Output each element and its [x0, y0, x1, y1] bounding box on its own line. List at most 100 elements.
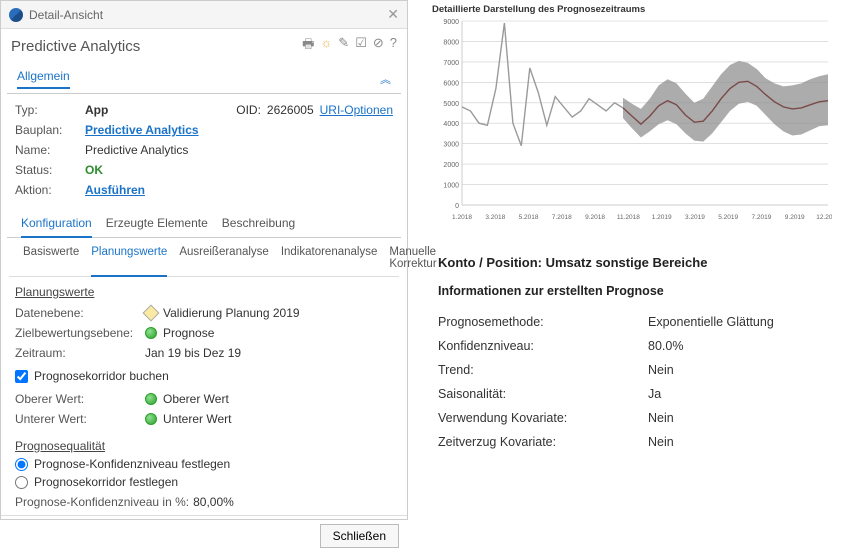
- name-label: Name:: [15, 143, 85, 157]
- main-tabs: Konfiguration Erzeugte Elemente Beschreibu…: [7, 210, 401, 238]
- svg-text:5000: 5000: [443, 101, 459, 108]
- prognosequalitaet-title: Prognosequalität: [1, 431, 407, 455]
- oberer-label: Oberer Wert:: [15, 392, 145, 406]
- svg-text:7.2018: 7.2018: [552, 214, 572, 221]
- pk-value: 80,00%: [193, 495, 234, 509]
- status-value: OK: [85, 163, 103, 177]
- svg-text:8000: 8000: [443, 39, 459, 46]
- oid-label: OID:: [236, 103, 261, 117]
- svg-text:7000: 7000: [443, 60, 459, 67]
- info-label: Zeitverzug Kovariate:: [438, 435, 648, 449]
- radio-prognosekorridor-label[interactable]: Prognosekorridor festlegen: [34, 475, 178, 489]
- info-row: Konfidenzniveau:80.0%: [438, 334, 837, 358]
- info-label: Prognosemethode:: [438, 315, 648, 329]
- cancel-icon[interactable]: ⊘: [373, 35, 384, 57]
- radio-konfidenzniveau[interactable]: [15, 458, 28, 471]
- info-row: Saisonalität:Ja: [438, 382, 837, 406]
- app-logo-icon: [9, 8, 23, 22]
- svg-text:0: 0: [455, 203, 459, 210]
- info-value: 80.0%: [648, 339, 683, 353]
- close-button[interactable]: Schließen: [320, 524, 399, 548]
- subtab-planungswerte[interactable]: Planungswerte: [91, 246, 167, 277]
- subtab-ausreißeranalyse[interactable]: Ausreißeranalyse: [179, 246, 268, 276]
- edit-icon[interactable]: ✎: [338, 35, 349, 57]
- pk-label: Prognose-Konfidenzniveau in %:: [15, 495, 189, 509]
- datenebene-value: Validierung Planung 2019: [163, 306, 300, 320]
- tab-beschreibung[interactable]: Beschreibung: [222, 210, 295, 237]
- datenebene-label: Datenebene:: [15, 306, 145, 320]
- svg-text:9.2019: 9.2019: [785, 214, 805, 221]
- uri-options-link[interactable]: URI-Optionen: [320, 103, 393, 117]
- globe-icon: [145, 327, 157, 339]
- planungswerte-form: Datenebene: Validierung Planung 2019 Zie…: [1, 301, 407, 365]
- name-value: Predictive Analytics: [85, 143, 188, 157]
- svg-text:3.2019: 3.2019: [685, 214, 705, 221]
- svg-text:1.2019: 1.2019: [652, 214, 672, 221]
- chart-title: Detaillierte Darstellung des Prognosezei…: [432, 4, 837, 15]
- ziel-label: Zielbewertungsebene:: [15, 326, 145, 340]
- aktion-value[interactable]: Ausführen: [85, 183, 145, 197]
- zeitraum-value: Jan 19 bis Dez 19: [145, 346, 241, 360]
- info-row: Verwendung Kovariate:Nein: [438, 406, 837, 430]
- prognosekorridor-checkbox[interactable]: [15, 370, 28, 383]
- help-icon[interactable]: ?: [390, 35, 397, 57]
- forecast-info: Konto / Position: Umsatz sonstige Bereic…: [432, 255, 837, 454]
- unterer-label: Unterer Wert:: [15, 412, 145, 426]
- sub-tabs: Basiswerte Planungswerte Ausreißeranalyse I…: [9, 238, 399, 277]
- close-icon[interactable]: ✕: [387, 6, 399, 23]
- radio-konfidenzniveau-label[interactable]: Prognose-Konfidenzniveau festlegen: [34, 457, 230, 471]
- subtab-basiswerte[interactable]: Basiswerte: [23, 246, 79, 276]
- radio-prognosekorridor[interactable]: [15, 476, 28, 489]
- status-label: Status:: [15, 163, 85, 177]
- info-value: Exponentielle Glättung: [648, 315, 774, 329]
- info-label: Konfidenzniveau:: [438, 339, 648, 353]
- svg-text:9.2018: 9.2018: [585, 214, 605, 221]
- info-row: Trend:Nein: [438, 358, 837, 382]
- globe-icon: [145, 393, 157, 405]
- oid-value: 2626005: [267, 103, 314, 117]
- tab-konfiguration[interactable]: Konfiguration: [21, 210, 92, 238]
- info-title: Konto / Position: Umsatz sonstige Bereic…: [438, 255, 837, 270]
- titlebar: Detail-Ansicht ✕: [1, 1, 407, 29]
- zeitraum-label: Zeitraum:: [15, 346, 145, 360]
- info-value: Nein: [648, 363, 674, 377]
- svg-text:4000: 4000: [443, 121, 459, 128]
- info-value: Nein: [648, 435, 674, 449]
- detail-view-panel: Detail-Ansicht ✕ Predictive Analytics 🖶 …: [0, 0, 408, 520]
- subtab-indikatorenanalyse[interactable]: Indikatorenanalyse: [281, 246, 378, 276]
- info-label: Saisonalität:: [438, 387, 648, 401]
- globe-icon: [145, 413, 157, 425]
- info-label: Trend:: [438, 363, 648, 377]
- info-subheading: Informationen zur erstellten Prognose: [438, 284, 837, 298]
- svg-text:1.2018: 1.2018: [452, 214, 472, 221]
- info-label: Verwendung Kovariate:: [438, 411, 648, 425]
- info-title-prefix: Konto / Position:: [438, 255, 546, 270]
- window-title: Detail-Ansicht: [29, 8, 103, 22]
- planungswerte-title: Planungswerte: [1, 277, 407, 301]
- info-row: Prognosemethode:Exponentielle Glättung: [438, 310, 837, 334]
- tab-erzeugte-elemente[interactable]: Erzeugte Elemente: [106, 210, 208, 237]
- bauplan-value[interactable]: Predictive Analytics: [85, 123, 199, 137]
- svg-text:2000: 2000: [443, 162, 459, 169]
- collapse-icon[interactable]: ︽: [380, 71, 391, 87]
- svg-text:7.2019: 7.2019: [752, 214, 772, 221]
- svg-text:5.2018: 5.2018: [519, 214, 539, 221]
- page-title: Predictive Analytics: [11, 38, 140, 55]
- check-icon[interactable]: ☑: [355, 35, 367, 57]
- typ-value: App: [85, 103, 108, 117]
- oberer-value: Oberer Wert: [163, 392, 229, 406]
- aktion-label: Aktion:: [15, 183, 85, 197]
- svg-text:3000: 3000: [443, 142, 459, 149]
- section-label: Allgemein: [17, 69, 70, 89]
- prognosekorridor-checkbox-label[interactable]: Prognosekorridor buchen: [34, 369, 169, 383]
- svg-text:6000: 6000: [443, 80, 459, 87]
- svg-text:5.2019: 5.2019: [718, 214, 738, 221]
- sun-icon[interactable]: ☼: [320, 35, 332, 57]
- forecast-chart: 01000200030004000500060007000800090001.2…: [432, 17, 832, 227]
- section-allgemein-header[interactable]: Allgemein ︽: [7, 65, 401, 94]
- ziel-value: Prognose: [163, 326, 214, 340]
- info-value: Nein: [648, 411, 674, 425]
- bauplan-label: Bauplan:: [15, 123, 85, 137]
- print-icon[interactable]: 🖶: [302, 35, 314, 57]
- general-block: Typ: App OID: 2626005 URI-Optionen Baupl…: [1, 94, 407, 206]
